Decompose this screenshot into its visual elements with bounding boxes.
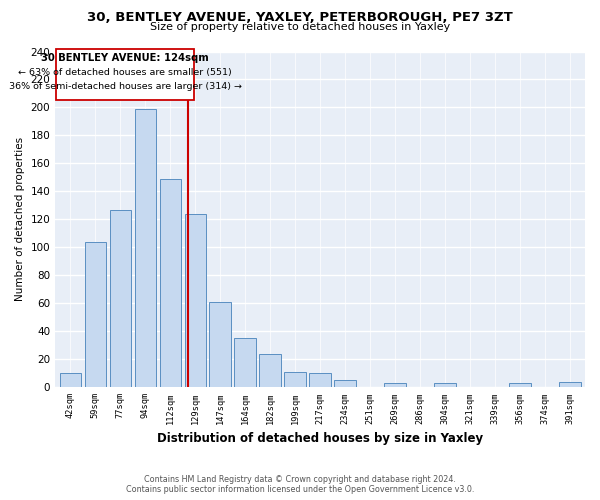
Text: 30, BENTLEY AVENUE, YAXLEY, PETERBOROUGH, PE7 3ZT: 30, BENTLEY AVENUE, YAXLEY, PETERBOROUGH… xyxy=(87,11,513,24)
Bar xyxy=(334,380,356,388)
Bar xyxy=(385,383,406,388)
Bar xyxy=(209,302,231,388)
Bar xyxy=(434,383,455,388)
Bar xyxy=(185,214,206,388)
Bar xyxy=(559,382,581,388)
Text: Size of property relative to detached houses in Yaxley: Size of property relative to detached ho… xyxy=(150,22,450,32)
Bar xyxy=(59,374,81,388)
Text: 30 BENTLEY AVENUE: 124sqm: 30 BENTLEY AVENUE: 124sqm xyxy=(41,54,209,64)
Text: Contains HM Land Registry data © Crown copyright and database right 2024.
Contai: Contains HM Land Registry data © Crown c… xyxy=(126,474,474,494)
Bar xyxy=(259,354,281,388)
Bar xyxy=(284,372,306,388)
FancyBboxPatch shape xyxy=(56,48,194,100)
X-axis label: Distribution of detached houses by size in Yaxley: Distribution of detached houses by size … xyxy=(157,432,483,445)
Bar xyxy=(235,338,256,388)
Bar xyxy=(509,383,530,388)
Bar xyxy=(310,374,331,388)
Bar xyxy=(160,179,181,388)
Y-axis label: Number of detached properties: Number of detached properties xyxy=(15,138,25,302)
Bar xyxy=(110,210,131,388)
Bar xyxy=(134,109,156,388)
Text: ← 63% of detached houses are smaller (551): ← 63% of detached houses are smaller (55… xyxy=(19,68,232,77)
Text: 36% of semi-detached houses are larger (314) →: 36% of semi-detached houses are larger (… xyxy=(9,82,242,91)
Bar xyxy=(85,242,106,388)
